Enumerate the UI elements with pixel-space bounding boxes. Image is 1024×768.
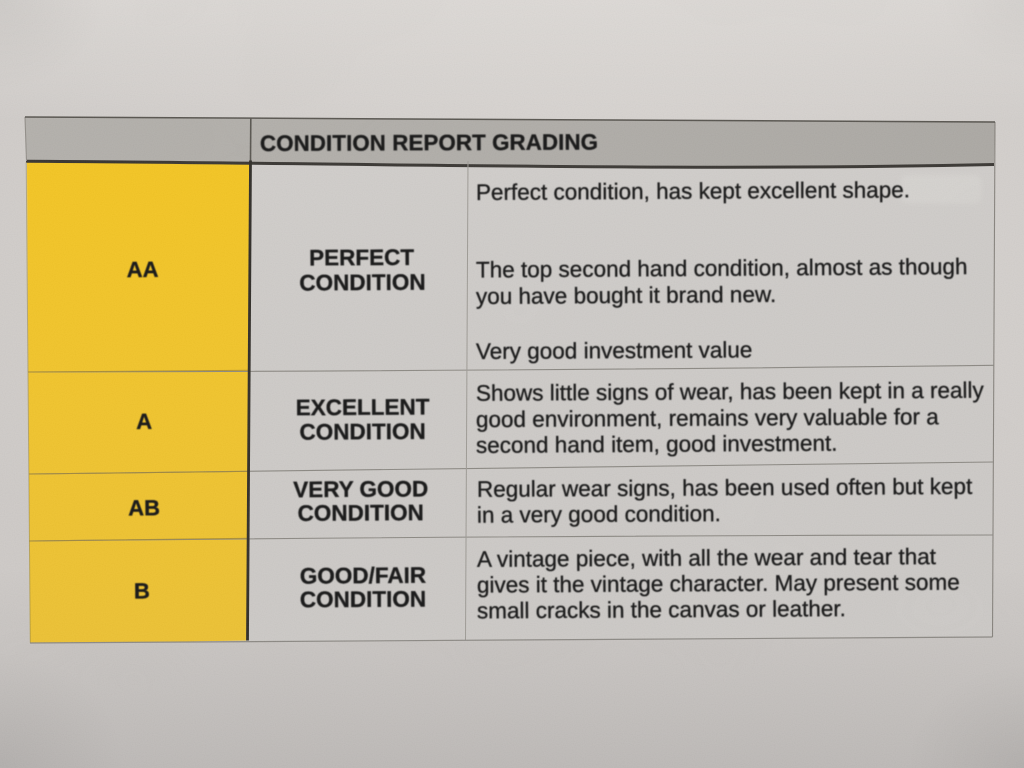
- svg-text:good environment, remains very: good environment, remains very valuable …: [476, 404, 939, 432]
- svg-text:CONDITION: CONDITION: [300, 587, 426, 613]
- svg-text:CONDITION: CONDITION: [299, 270, 425, 296]
- svg-text:The top second hand condition,: The top second hand condition, almost as…: [476, 254, 968, 282]
- svg-text:CONDITION: CONDITION: [298, 500, 424, 526]
- svg-text:VERY GOOD: VERY GOOD: [293, 476, 428, 502]
- svg-text:small cracks in the canvas or: small cracks in the canvas or leather.: [477, 596, 846, 623]
- svg-text:A: A: [136, 409, 152, 434]
- svg-text:EXCELLENT: EXCELLENT: [296, 394, 430, 420]
- svg-text:gives it the vintage character: gives it the vintage character. May pres…: [477, 570, 960, 598]
- svg-text:Perfect condition, has kept ex: Perfect condition, has kept excellent sh…: [476, 177, 910, 205]
- svg-text:Regular wear signs, has been u: Regular wear signs, has been used often …: [477, 474, 973, 502]
- svg-text:GOOD/FAIR: GOOD/FAIR: [300, 563, 426, 589]
- svg-text:second hand item, good investm: second hand item, good investment.: [476, 431, 838, 458]
- svg-text:A vintage piece, with all the: A vintage piece, with all the wear and t…: [477, 544, 937, 572]
- svg-text:Very good investment value: Very good investment value: [476, 337, 753, 364]
- svg-text:CONDITION: CONDITION: [299, 419, 425, 445]
- svg-text:B: B: [134, 578, 150, 603]
- svg-text:AB: AB: [128, 495, 160, 520]
- svg-text:PERFECT: PERFECT: [309, 245, 414, 271]
- svg-text:Shows little signs of wear, ha: Shows little signs of wear, has been kep…: [476, 378, 985, 406]
- svg-text:you have bought it brand new.: you have bought it brand new.: [476, 282, 776, 309]
- svg-text:in a very good condition.: in a very good condition.: [477, 501, 721, 527]
- svg-text:AA: AA: [127, 257, 159, 282]
- svg-text:CONDITION REPORT GRADING: CONDITION REPORT GRADING: [260, 130, 598, 156]
